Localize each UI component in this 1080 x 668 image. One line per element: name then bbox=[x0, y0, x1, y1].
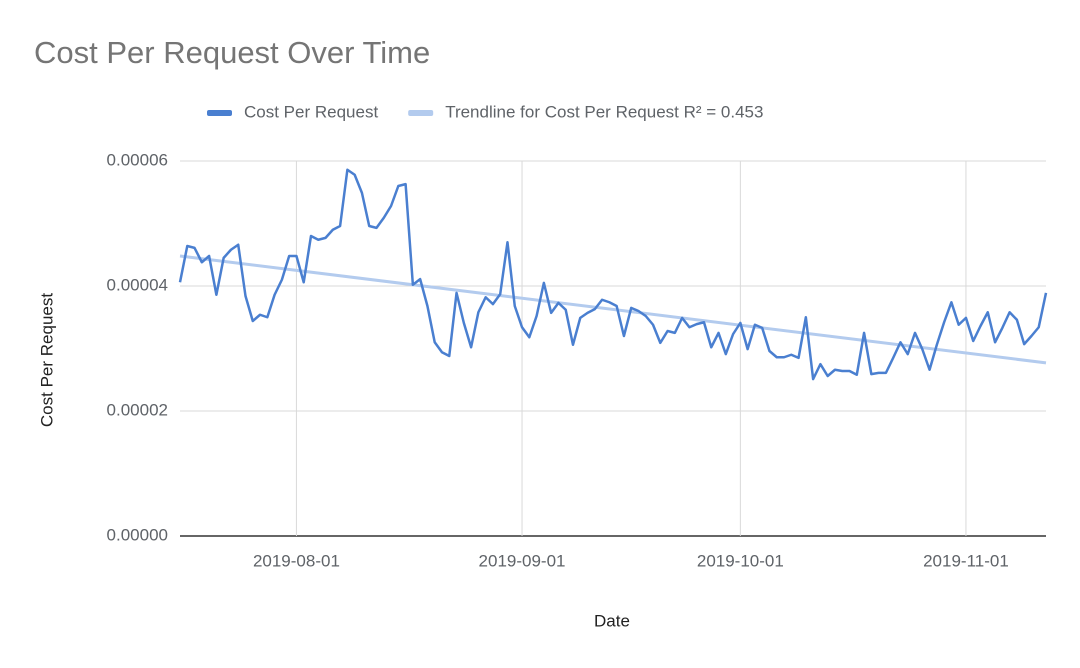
x-tick-label: 2019-11-01 bbox=[923, 551, 1009, 570]
legend-swatch bbox=[207, 110, 232, 116]
x-tick-label: 2019-10-01 bbox=[697, 551, 784, 570]
y-tick-label: 0.00000 bbox=[107, 525, 168, 544]
chart-title: Cost Per Request Over Time bbox=[34, 35, 430, 70]
y-axis-label: Cost Per Request bbox=[37, 293, 56, 427]
y-tick-label: 0.00002 bbox=[107, 400, 168, 419]
x-tick-label: 2019-09-01 bbox=[479, 551, 566, 570]
x-axis-label: Date bbox=[594, 611, 630, 630]
legend-label: Trendline for Cost Per Request R² = 0.45… bbox=[445, 102, 763, 121]
trendline bbox=[179, 254, 1047, 365]
legend-swatch bbox=[408, 110, 434, 116]
x-tick-label: 2019-08-01 bbox=[253, 551, 340, 570]
legend-label: Cost Per Request bbox=[244, 102, 378, 121]
series-line bbox=[178, 168, 1048, 381]
y-tick-label: 0.00006 bbox=[107, 150, 168, 169]
y-tick-label: 0.00004 bbox=[107, 275, 168, 294]
